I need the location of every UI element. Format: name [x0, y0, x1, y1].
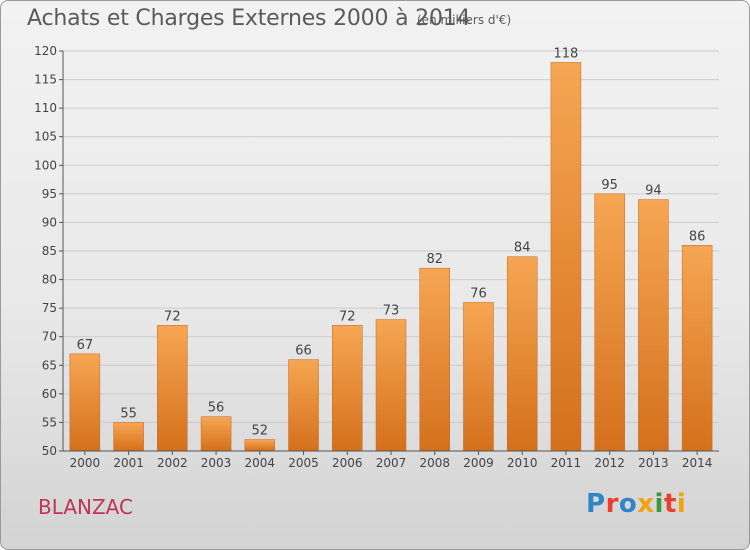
bar [419, 267, 450, 452]
bars [69, 62, 713, 452]
logo-letter: x [637, 489, 655, 519]
x-tick-label: 2008 [419, 456, 450, 470]
data-label: 72 [164, 309, 181, 324]
y-tick-label: 115 [34, 73, 57, 87]
logo-letter: o [618, 489, 638, 519]
data-label: 56 [208, 401, 225, 416]
x-tick-label: 2004 [245, 456, 276, 470]
bar [506, 256, 538, 452]
data-label: 76 [470, 286, 487, 301]
x-tick-label: 2014 [682, 456, 713, 470]
x-tick-label: 2000 [70, 456, 101, 470]
bar [200, 416, 232, 452]
y-tick-label: 80 [42, 273, 57, 287]
logo-letter: r [605, 489, 619, 519]
x-tick-label: 2011 [551, 456, 582, 470]
bar [638, 199, 669, 452]
data-label: 67 [77, 338, 94, 353]
bar [288, 359, 319, 452]
logo-letter: t [663, 489, 677, 519]
data-label: 84 [514, 241, 531, 256]
data-label: 118 [554, 46, 579, 61]
chart-unit: (en milliers d'€) [417, 13, 512, 27]
y-tick-label: 105 [34, 130, 57, 144]
bar [332, 325, 363, 452]
bar [69, 353, 101, 452]
data-label: 82 [426, 252, 443, 267]
y-tick-label: 110 [34, 101, 57, 115]
x-tick-label: 2007 [376, 456, 407, 470]
y-tick-label: 95 [42, 187, 57, 201]
y-tick-label: 75 [42, 301, 57, 315]
x-tick-label: 2012 [594, 456, 625, 470]
y-tick-label: 55 [42, 415, 57, 429]
bar [594, 193, 625, 452]
y-tick-label: 65 [42, 358, 57, 372]
logo-letter: P [586, 489, 606, 519]
logo-letter: i [676, 489, 687, 519]
y-tick-label: 85 [42, 244, 57, 258]
data-label: 94 [645, 184, 662, 199]
y-tick-label: 60 [42, 387, 57, 401]
data-label: 73 [383, 304, 400, 319]
y-tick-label: 100 [34, 158, 57, 172]
axes: 50 55 60 65 70 75 80 85 90 95 100 105 110 115 120 2000 2… [34, 44, 719, 470]
logo-letter: i [654, 489, 664, 519]
bar [463, 302, 494, 452]
x-tick-label: 2006 [332, 456, 363, 470]
proxiti-logo[interactable]: Proxiti [586, 489, 686, 519]
data-labels: 67 55 72 56 52 66 72 73 82 76 84 118 95 94 86 [77, 46, 706, 438]
bar [375, 319, 407, 452]
y-tick-label: 120 [34, 44, 57, 58]
data-label: 52 [252, 424, 269, 439]
x-tick-label: 2002 [157, 456, 188, 470]
bar [681, 245, 713, 452]
bar [550, 62, 582, 452]
data-label: 55 [120, 406, 137, 421]
bar [157, 325, 188, 452]
commune-name: BLANZAC [38, 495, 133, 519]
bar [244, 439, 276, 452]
x-tick-label: 2009 [463, 456, 494, 470]
x-tick-label: 2005 [288, 456, 319, 470]
y-tick-label: 70 [42, 330, 57, 344]
bar [113, 422, 144, 452]
data-label: 86 [689, 229, 706, 244]
x-tick-label: 2003 [201, 456, 232, 470]
data-label: 66 [295, 344, 312, 359]
x-tick-label: 2010 [507, 456, 538, 470]
chart-title: Achats et Charges Externes 2000 à 2014 [27, 6, 471, 31]
x-tick-label: 2013 [638, 456, 669, 470]
x-tick-label: 2001 [113, 456, 144, 470]
y-tick-label: 90 [42, 215, 57, 229]
y-tick-label: 50 [42, 444, 57, 458]
data-label: 72 [339, 309, 356, 324]
data-label: 95 [601, 178, 618, 193]
